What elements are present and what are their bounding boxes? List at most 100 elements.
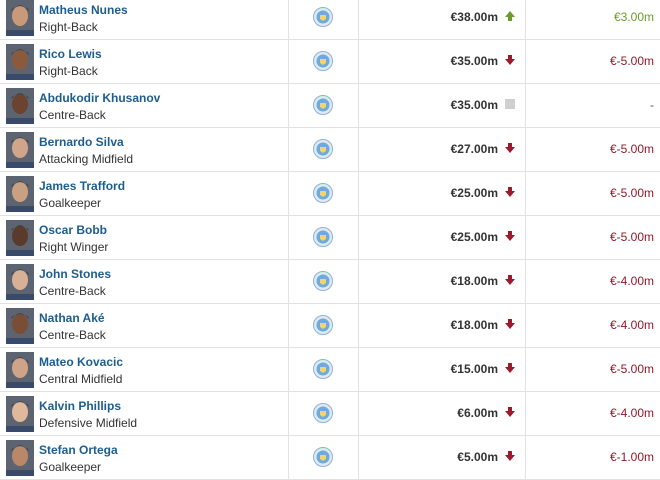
column-divider — [525, 40, 526, 83]
value-change: €-1.00m — [609, 450, 654, 464]
column-divider — [358, 304, 359, 347]
column-divider — [358, 260, 359, 303]
trend-icon — [505, 143, 515, 153]
column-divider — [358, 172, 359, 215]
club-crest — [313, 447, 333, 467]
player-row: Matheus Nunes Right-Back €38.00m €3.00m — [0, 0, 660, 40]
column-divider — [288, 260, 289, 303]
club-crest — [313, 403, 333, 423]
trend-icon — [505, 99, 515, 109]
player-name[interactable]: Matheus Nunes — [39, 3, 128, 17]
player-position: Centre-Back — [39, 328, 106, 342]
column-divider — [288, 304, 289, 347]
player-name[interactable]: John Stones — [39, 267, 112, 281]
market-value: €38.00m — [450, 10, 498, 24]
club-crest — [313, 315, 333, 335]
trend-icon — [505, 407, 515, 417]
column-divider — [358, 348, 359, 391]
player-position: Right-Back — [39, 64, 98, 78]
player-row: James Trafford Goalkeeper €25.00m €-5.00m — [0, 172, 660, 216]
player-name[interactable]: James Trafford — [39, 179, 126, 193]
player-photo — [6, 264, 34, 300]
player-position: Right Winger — [39, 240, 109, 254]
player-photo — [6, 308, 34, 344]
column-divider — [288, 0, 289, 39]
market-value: €35.00m — [450, 98, 498, 112]
market-value: €5.00m — [457, 450, 498, 464]
player-name[interactable]: Kalvin Phillips — [39, 399, 122, 413]
player-photo — [6, 352, 34, 388]
club-crest — [313, 95, 333, 115]
player-name[interactable]: Bernardo Silva — [39, 135, 124, 149]
column-divider — [288, 40, 289, 83]
column-divider — [525, 128, 526, 171]
column-divider — [288, 348, 289, 391]
column-divider — [525, 260, 526, 303]
player-photo — [6, 220, 34, 256]
column-divider — [288, 216, 289, 259]
column-divider — [525, 84, 526, 127]
market-value: €27.00m — [450, 142, 498, 156]
player-name[interactable]: Rico Lewis — [39, 47, 102, 61]
player-position: Centre-Back — [39, 108, 106, 122]
column-divider — [358, 216, 359, 259]
player-row: Rico Lewis Right-Back €35.00m €-5.00m — [0, 40, 660, 84]
column-divider — [288, 128, 289, 171]
club-crest — [313, 7, 333, 27]
player-position: Right-Back — [39, 20, 98, 34]
column-divider — [358, 128, 359, 171]
player-photo — [6, 396, 34, 432]
column-divider — [525, 392, 526, 435]
value-change: €-5.00m — [609, 54, 654, 68]
player-name[interactable]: Mateo Kovacic — [39, 355, 124, 369]
column-divider — [358, 436, 359, 479]
player-position: Defensive Midfield — [39, 416, 138, 430]
player-name[interactable]: Stefan Ortega — [39, 443, 118, 457]
club-crest — [313, 51, 333, 71]
column-divider — [525, 348, 526, 391]
trend-icon — [505, 55, 515, 65]
value-change: €-5.00m — [609, 362, 654, 376]
trend-icon — [505, 451, 515, 461]
column-divider — [288, 172, 289, 215]
column-divider — [358, 0, 359, 39]
trend-icon — [505, 319, 515, 329]
market-value: €6.00m — [457, 406, 498, 420]
player-position: Attacking Midfield — [39, 152, 134, 166]
player-row: Bernardo Silva Attacking Midfield €27.00m €… — [0, 128, 660, 172]
column-divider — [525, 304, 526, 347]
player-photo — [6, 0, 34, 36]
value-change: €-5.00m — [609, 230, 654, 244]
trend-icon — [505, 275, 515, 285]
player-name[interactable]: Abdukodir Khusanov — [39, 91, 161, 105]
value-change: €3.00m — [613, 10, 654, 24]
club-crest — [313, 183, 333, 203]
player-name[interactable]: Nathan Aké — [39, 311, 105, 325]
column-divider — [358, 84, 359, 127]
club-crest — [313, 359, 333, 379]
market-value: €35.00m — [450, 54, 498, 68]
player-position: Central Midfield — [39, 372, 123, 386]
market-value: €25.00m — [450, 230, 498, 244]
club-crest — [313, 271, 333, 291]
market-value: €15.00m — [450, 362, 498, 376]
player-photo — [6, 440, 34, 476]
player-position: Centre-Back — [39, 284, 106, 298]
trend-icon — [505, 231, 515, 241]
player-position: Goalkeeper — [39, 460, 102, 474]
column-divider — [288, 392, 289, 435]
value-change: €-4.00m — [609, 318, 654, 332]
player-row: Nathan Aké Centre-Back €18.00m €-4.00m — [0, 304, 660, 348]
market-value: €18.00m — [450, 274, 498, 288]
player-row: Abdukodir Khusanov Centre-Back €35.00m - — [0, 84, 660, 128]
market-value: €18.00m — [450, 318, 498, 332]
trend-icon — [505, 363, 515, 373]
column-divider — [358, 40, 359, 83]
player-row: Oscar Bobb Right Winger €25.00m €-5.00m — [0, 216, 660, 260]
column-divider — [358, 392, 359, 435]
club-crest — [313, 227, 333, 247]
player-name[interactable]: Oscar Bobb — [39, 223, 108, 237]
player-photo — [6, 88, 34, 124]
